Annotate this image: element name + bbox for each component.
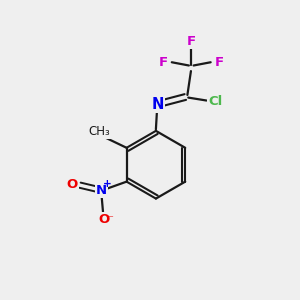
Text: CH₃: CH₃ — [88, 125, 110, 138]
Text: F: F — [187, 35, 196, 48]
Text: O: O — [98, 213, 109, 226]
Text: ⁻: ⁻ — [107, 214, 113, 224]
Text: N: N — [96, 184, 107, 197]
Text: Cl: Cl — [208, 95, 223, 108]
Text: N: N — [151, 97, 164, 112]
Text: F: F — [214, 56, 224, 69]
Text: F: F — [159, 56, 168, 69]
Text: O: O — [67, 178, 78, 191]
Text: +: + — [103, 179, 112, 189]
